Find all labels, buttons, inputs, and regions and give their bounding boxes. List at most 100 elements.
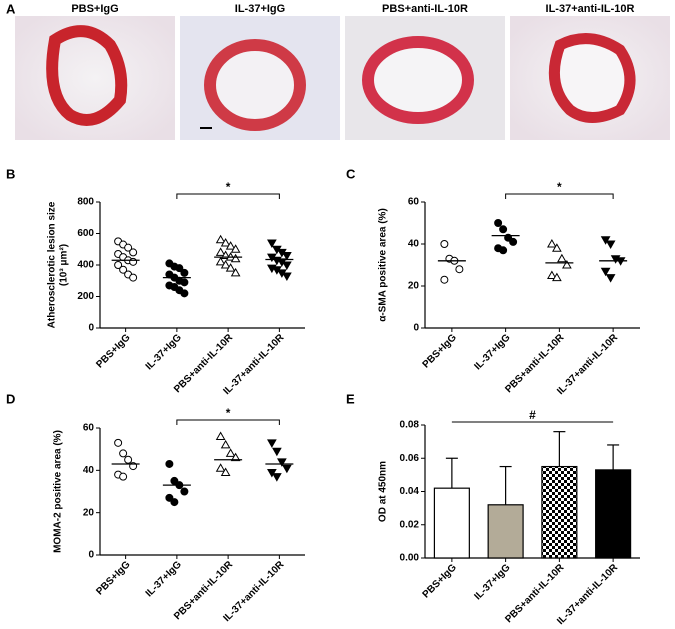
data-point	[272, 473, 282, 482]
data-point	[455, 265, 464, 274]
y-tick-label: 60	[408, 197, 420, 208]
y-axis-label: MOMA-2 positive area (%)	[53, 430, 64, 553]
data-point	[129, 257, 138, 266]
data-point	[215, 431, 226, 440]
data-point	[215, 256, 226, 266]
data-point	[215, 247, 226, 256]
panel-a: A PBS+IgG IL-37+IgG PBS+anti-IL-10R IL-3…	[6, 1, 670, 140]
data-point	[552, 272, 562, 282]
significance-bracket	[176, 193, 280, 199]
data-point	[225, 241, 236, 250]
data-point	[114, 261, 123, 269]
y-tick-label: 200	[77, 291, 94, 302]
data-point	[114, 438, 123, 447]
significance-label: *	[226, 406, 231, 420]
bar	[487, 504, 524, 559]
error-bar	[499, 465, 512, 505]
y-tick-label: 0.06	[400, 453, 420, 464]
x-tick-label: IL-37+IgG	[144, 332, 184, 372]
x-tick-label: IL-37+anti-IL-10R	[555, 562, 620, 627]
significance-label: *	[557, 180, 562, 194]
data-point	[547, 270, 557, 279]
bar	[595, 469, 632, 559]
y-tick-label: 600	[77, 228, 94, 239]
x-tick-label: PBS+IgG	[94, 559, 132, 597]
data-point	[180, 278, 189, 287]
lesion	[204, 39, 306, 131]
data-point	[119, 472, 128, 481]
y-tick-label: 0.00	[400, 553, 420, 564]
data-point	[282, 252, 292, 261]
y-axis-label: Atherosclerotic lesion size	[47, 201, 58, 328]
data-point	[180, 487, 189, 496]
y-axis-label: (10³ μm²)	[59, 244, 70, 286]
bar	[541, 465, 578, 559]
data-point	[440, 275, 449, 284]
data-point	[547, 238, 557, 248]
data-point	[124, 455, 133, 464]
data-point	[225, 448, 236, 457]
y-tick-label: 0	[88, 323, 94, 334]
y-tick-label: 0	[413, 323, 419, 334]
data-point	[267, 439, 277, 448]
y-tick-label: 400	[77, 260, 94, 271]
image-title: PBS+IgG	[71, 3, 118, 15]
y-tick-label: 0.04	[400, 486, 420, 497]
data-point	[220, 467, 231, 476]
data-point	[230, 244, 241, 253]
data-point	[230, 253, 241, 263]
data-point	[230, 267, 241, 277]
data-point	[605, 240, 616, 250]
data-point	[220, 237, 231, 247]
data-point	[220, 439, 231, 449]
data-point	[282, 272, 292, 282]
x-tick-label: IL-37+IgG	[472, 562, 512, 602]
panel-label: E	[346, 391, 355, 406]
data-point	[499, 246, 508, 255]
data-point	[557, 253, 567, 263]
data-point	[180, 268, 189, 277]
data-point	[225, 263, 236, 272]
y-tick-label: 800	[77, 197, 94, 208]
significance-bracket	[176, 419, 280, 425]
error-bar	[607, 444, 620, 470]
data-point	[175, 264, 184, 273]
image-title: PBS+anti-IL-10R	[382, 3, 468, 15]
data-point	[165, 493, 174, 502]
x-tick-label: IL-37+IgG	[144, 559, 184, 599]
error-bar	[445, 457, 458, 489]
data-point	[600, 236, 611, 245]
data-point	[267, 239, 277, 248]
data-point	[129, 273, 138, 282]
data-point	[230, 452, 241, 462]
x-tick-label: PBS+IgG	[421, 332, 459, 370]
data-point	[267, 468, 277, 478]
error-bar	[553, 431, 566, 467]
y-tick-label: 0.08	[400, 420, 420, 431]
data-point	[180, 289, 189, 298]
y-axis-label: α-SMA positive area (%)	[378, 208, 389, 322]
data-point	[119, 449, 128, 458]
data-point	[552, 243, 562, 252]
data-point	[119, 265, 128, 274]
significance-bracket	[505, 193, 614, 199]
data-point	[165, 459, 174, 468]
significance-label: *	[226, 180, 231, 194]
data-point	[562, 259, 572, 269]
x-tick-label: PBS+anti-IL-10R	[503, 332, 567, 396]
panel-label: A	[6, 1, 16, 16]
data-point	[509, 237, 518, 246]
x-tick-label: PBS+anti-IL-10R	[503, 562, 567, 626]
x-tick-label: IL-37+IgG	[472, 332, 512, 372]
data-point	[124, 243, 133, 252]
data-point	[220, 259, 231, 269]
y-axis-label: OD at 450nm	[378, 461, 389, 522]
data-point	[494, 219, 503, 227]
data-point	[605, 274, 616, 283]
image-title: IL-37+anti-IL-10R	[546, 3, 635, 15]
lesion	[362, 36, 474, 124]
data-point	[282, 261, 292, 271]
data-point	[272, 447, 282, 457]
y-tick-label: 0.02	[400, 519, 420, 530]
